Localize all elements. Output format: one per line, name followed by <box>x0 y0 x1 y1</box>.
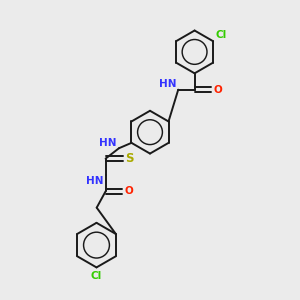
Text: Cl: Cl <box>215 30 227 40</box>
Text: S: S <box>125 152 134 165</box>
Text: HN: HN <box>99 138 117 148</box>
Text: O: O <box>213 85 222 95</box>
Text: HN: HN <box>159 79 176 89</box>
Text: HN: HN <box>86 176 104 186</box>
Text: Cl: Cl <box>91 271 102 281</box>
Text: O: O <box>124 186 133 196</box>
